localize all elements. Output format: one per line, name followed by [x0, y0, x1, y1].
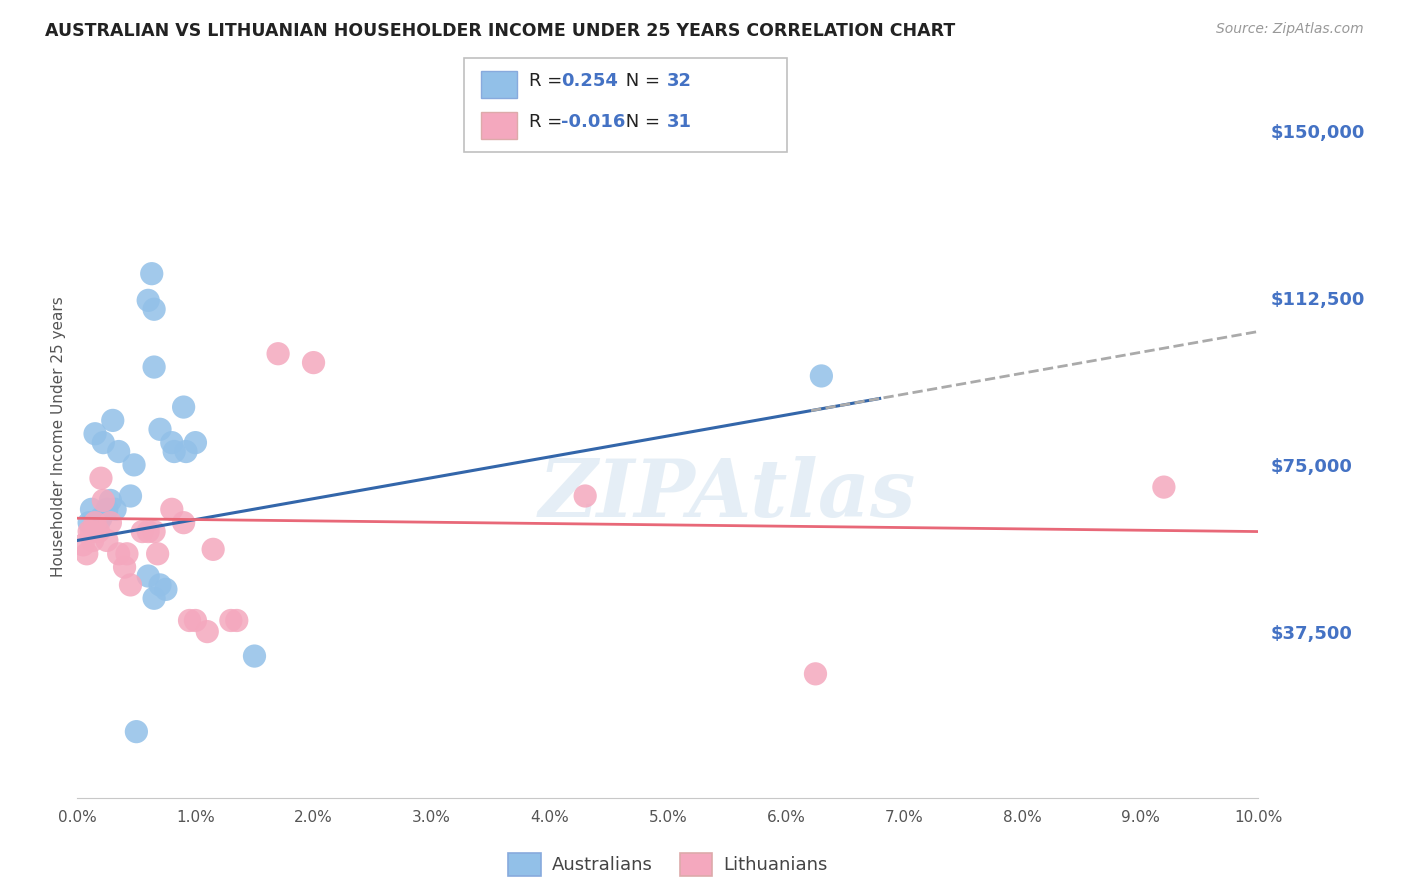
Point — [104, 502, 127, 516]
Point — [202, 542, 225, 557]
Point — [77, 524, 100, 539]
Point — [80, 524, 103, 539]
Point — [141, 267, 163, 281]
Point — [82, 533, 104, 548]
Text: -0.016: -0.016 — [561, 113, 626, 131]
Legend: Australians, Lithuanians: Australians, Lithuanians — [501, 846, 835, 883]
Point — [87, 524, 110, 539]
Point — [77, 516, 100, 530]
Text: 32: 32 — [666, 71, 692, 89]
Point — [114, 560, 136, 574]
Point — [115, 547, 138, 561]
Text: 0.254: 0.254 — [561, 71, 617, 89]
Y-axis label: Householder Income Under 25 years: Householder Income Under 25 years — [51, 297, 66, 577]
Point — [84, 426, 107, 441]
Point — [84, 516, 107, 530]
Point — [125, 724, 148, 739]
Text: AUSTRALIAN VS LITHUANIAN HOUSEHOLDER INCOME UNDER 25 YEARS CORRELATION CHART: AUSTRALIAN VS LITHUANIAN HOUSEHOLDER INC… — [45, 22, 955, 40]
Point — [72, 538, 94, 552]
Text: N =: N = — [620, 113, 666, 131]
Point — [143, 359, 166, 374]
Point — [174, 444, 197, 458]
Point — [90, 511, 112, 525]
Point — [1153, 480, 1175, 494]
Point — [131, 524, 153, 539]
Point — [107, 444, 129, 458]
Point — [225, 614, 247, 628]
Point — [143, 302, 166, 317]
Point — [163, 444, 186, 458]
Point — [120, 578, 142, 592]
Point — [179, 614, 201, 628]
Point — [219, 614, 242, 628]
Point — [146, 547, 169, 561]
Point — [173, 400, 195, 414]
Text: Source: ZipAtlas.com: Source: ZipAtlas.com — [1216, 22, 1364, 37]
Text: ZIPAtlas: ZIPAtlas — [538, 456, 915, 533]
Text: N =: N = — [620, 71, 666, 89]
Point — [96, 502, 118, 516]
Point — [136, 569, 159, 583]
Point — [90, 471, 112, 485]
Point — [87, 516, 110, 530]
Point — [302, 356, 325, 370]
Text: R =: R = — [529, 71, 568, 89]
Point — [143, 524, 166, 539]
Point — [160, 435, 183, 450]
Point — [267, 347, 290, 361]
Point — [91, 435, 114, 450]
Point — [149, 578, 172, 592]
Point — [136, 293, 159, 308]
Point — [149, 422, 172, 436]
Text: 31: 31 — [666, 113, 692, 131]
Point — [155, 582, 177, 597]
Point — [184, 614, 207, 628]
Point — [100, 493, 122, 508]
Point — [195, 624, 218, 639]
Point — [80, 502, 103, 516]
Point — [101, 413, 124, 427]
Point — [76, 547, 98, 561]
Point — [243, 648, 266, 663]
Point — [160, 502, 183, 516]
Point — [143, 591, 166, 606]
Point — [136, 524, 159, 539]
Point — [96, 533, 118, 548]
Point — [120, 489, 142, 503]
Point — [173, 516, 195, 530]
Point — [100, 516, 122, 530]
Text: R =: R = — [529, 113, 568, 131]
Point — [810, 368, 832, 383]
Point — [122, 458, 145, 472]
Point — [574, 489, 596, 503]
Point — [91, 493, 114, 508]
Point — [107, 547, 129, 561]
Point — [804, 666, 827, 681]
Point — [184, 435, 207, 450]
